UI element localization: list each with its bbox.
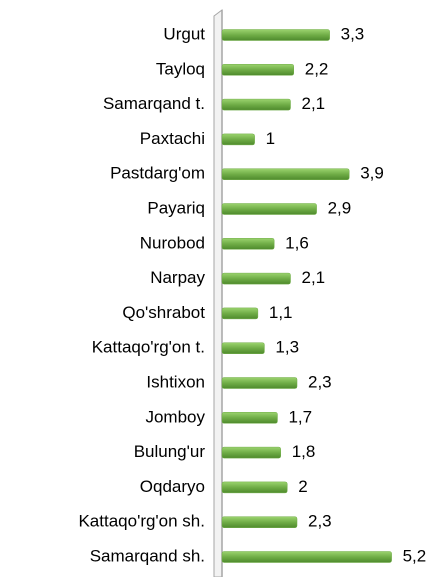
category-label: Samarqand sh. — [90, 546, 205, 565]
chart: Urgut 3,3 Tayloq 2,2 Samarqand t. 2,1 Paxtachi… — [0, 0, 439, 577]
value-label: 2,1 — [301, 94, 325, 113]
bar — [222, 169, 349, 180]
value-label: 2,2 — [305, 59, 329, 78]
bar — [222, 30, 330, 41]
bar — [222, 64, 294, 75]
value-label: 3,3 — [341, 24, 365, 43]
value-label: 1,3 — [275, 338, 299, 357]
bar — [222, 517, 297, 528]
bar — [222, 99, 290, 110]
value-label: 2,3 — [308, 372, 332, 391]
value-label: 2,3 — [308, 512, 332, 531]
bar — [222, 238, 274, 249]
bar — [222, 308, 258, 319]
bar — [222, 378, 297, 389]
category-label: Samarqand t. — [103, 94, 205, 113]
value-label: 1,1 — [269, 303, 293, 322]
axis-wall — [214, 10, 222, 577]
value-label: 2,1 — [301, 268, 325, 287]
value-label: 1,7 — [288, 407, 312, 426]
category-label: Narpay — [150, 268, 205, 287]
category-label: Kattaqo'rg'on t. — [92, 338, 205, 357]
category-label: Ishtixon — [146, 372, 205, 391]
category-label: Payariq — [147, 198, 205, 217]
category-label: Qo'shrabot — [122, 303, 205, 322]
bar — [222, 447, 281, 458]
category-label: Paxtachi — [140, 129, 205, 148]
category-label: Bulung'ur — [134, 442, 206, 461]
category-label: Tayloq — [156, 59, 205, 78]
category-label: Nurobod — [140, 233, 205, 252]
category-label: Urgut — [163, 24, 205, 43]
category-label: Oqdaryo — [140, 477, 205, 496]
value-label: 1,8 — [292, 442, 316, 461]
value-label: 3,9 — [360, 164, 384, 183]
value-label: 1 — [266, 129, 275, 148]
bar — [222, 482, 287, 493]
category-label: Kattaqo'rg'on sh. — [78, 512, 205, 531]
bar — [222, 273, 290, 284]
bar — [222, 412, 277, 423]
value-label: 2 — [298, 477, 307, 496]
value-label: 2,9 — [328, 198, 352, 217]
bar — [222, 134, 255, 145]
category-label: Jomboy — [145, 407, 205, 426]
bar — [222, 552, 392, 563]
value-label: 1,6 — [285, 233, 309, 252]
bar — [222, 343, 264, 354]
bar — [222, 204, 317, 215]
value-label: 5,2 — [403, 546, 427, 565]
category-label: Pastdarg'om — [110, 164, 205, 183]
